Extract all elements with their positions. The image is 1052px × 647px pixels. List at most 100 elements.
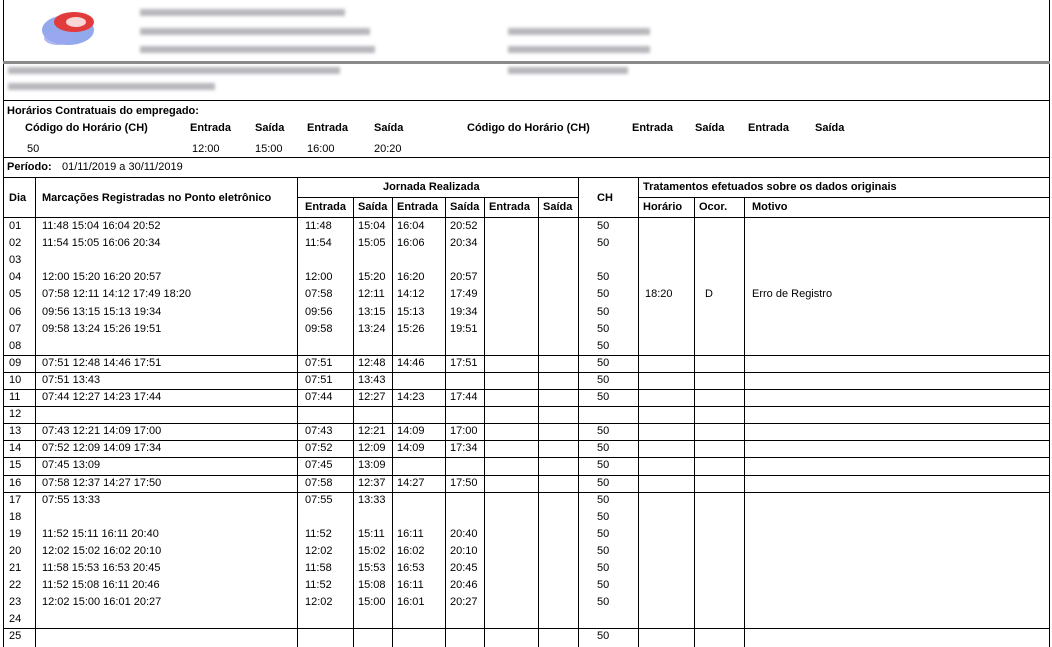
column-header: Entrada <box>489 201 530 213</box>
table-cell: 50 <box>597 544 610 557</box>
blurred-text <box>8 67 340 74</box>
table-cell: 20:45 <box>450 562 478 574</box>
table-cell: 09:58 13:24 15:26 19:51 <box>42 322 162 335</box>
blurred-text <box>8 83 215 90</box>
table-cell: 16:02 <box>397 544 425 557</box>
table-cell: 50 <box>597 493 610 506</box>
rule <box>3 0 4 647</box>
table-cell: 15:20 <box>358 271 386 284</box>
table-cell: 12:27 <box>358 391 386 403</box>
table-cell: 07:58 <box>305 288 333 301</box>
table-cell: 19:34 <box>450 305 478 318</box>
table-cell: 19:51 <box>450 322 478 335</box>
table-cell: 12:09 <box>358 442 386 455</box>
table-cell: 07:51 12:48 14:46 17:51 <box>42 356 162 369</box>
table-cell: 50 <box>597 305 610 318</box>
contract-value: 20:20 <box>374 143 402 155</box>
table-cell: 13:09 <box>358 459 386 472</box>
table-cell: 07:43 12:21 14:09 17:00 <box>42 425 162 438</box>
rule <box>578 177 579 647</box>
rule <box>638 197 1049 198</box>
rule <box>3 100 1050 101</box>
table-cell: 50 <box>597 425 610 438</box>
table-cell: 07:52 12:09 14:09 17:34 <box>42 442 162 455</box>
column-header: Código do Horário (CH) <box>467 122 590 134</box>
table-cell: D <box>705 288 713 301</box>
column-header: Entrada <box>397 201 438 213</box>
column-header: Saída <box>374 122 404 134</box>
table-cell: 15:05 <box>358 237 386 250</box>
column-header: Jornada Realizada <box>383 181 480 193</box>
day-cell: 23 <box>9 596 22 609</box>
rule <box>3 475 1050 476</box>
rule <box>694 197 695 647</box>
table-cell: 07:51 <box>305 373 333 386</box>
table-cell: 50 <box>597 562 610 574</box>
table-cell: 09:56 13:15 15:13 19:34 <box>42 305 162 318</box>
table-cell: 17:49 <box>450 288 478 301</box>
column-header: Entrada <box>307 122 348 134</box>
table-cell: 14:09 <box>397 442 425 455</box>
table-cell: 14:09 <box>397 425 425 438</box>
table-cell: 17:34 <box>450 442 478 455</box>
rule <box>3 389 1050 390</box>
contract-value: 50 <box>27 143 40 155</box>
day-cell: 25 <box>9 630 22 643</box>
table-cell: 16:04 <box>397 220 425 232</box>
day-cell: 04 <box>9 271 22 284</box>
blurred-text <box>508 67 628 74</box>
blurred-text <box>140 46 375 53</box>
table-cell: 17:00 <box>450 425 478 438</box>
rule <box>3 423 1050 424</box>
blurred-text <box>508 28 650 35</box>
rule <box>392 197 393 647</box>
column-header: Tratamentos efetuados sobre os dados ori… <box>643 181 897 193</box>
table-cell: 11:58 <box>305 562 332 574</box>
table-cell: 11:52 <box>305 527 332 540</box>
rule <box>3 355 1050 356</box>
day-cell: 14 <box>9 442 22 455</box>
day-cell: 08 <box>9 339 22 352</box>
column-header: Saída <box>815 122 845 134</box>
table-cell: 15:26 <box>397 322 425 335</box>
rule <box>484 197 485 647</box>
day-cell: 11 <box>9 391 21 403</box>
rule <box>445 197 446 647</box>
period-label: Período: <box>7 161 52 173</box>
table-cell: 20:46 <box>450 579 478 592</box>
column-header: Entrada <box>190 122 231 134</box>
table-cell: 15:04 <box>358 220 386 232</box>
table-cell: 12:02 15:02 16:02 20:10 <box>42 544 162 557</box>
table-cell: 07:44 12:27 14:23 17:44 <box>42 391 162 403</box>
column-header: Saída <box>543 201 573 213</box>
table-cell: 07:55 13:33 <box>42 493 101 506</box>
column-header: Entrada <box>632 122 673 134</box>
table-cell: 11:52 <box>305 579 332 592</box>
column-header: Ocor. <box>699 201 728 213</box>
day-cell: 15 <box>9 459 22 472</box>
table-cell: 07:58 12:37 14:27 17:50 <box>42 476 162 489</box>
column-header: Saída <box>358 201 388 213</box>
table-cell: 12:00 <box>305 271 333 284</box>
table-cell: 50 <box>597 476 610 489</box>
table-cell: 15:13 <box>397 305 425 318</box>
column-header: Saída <box>695 122 725 134</box>
table-cell: 50 <box>597 271 610 284</box>
table-cell: 16:11 <box>397 579 424 592</box>
table-cell: 15:08 <box>358 579 386 592</box>
table-cell: 11:58 15:53 16:53 20:45 <box>42 562 161 574</box>
table-cell: 07:51 13:43 <box>42 373 101 386</box>
column-header: Saída <box>450 201 480 213</box>
table-cell: 16:20 <box>397 271 425 284</box>
column-header: Horário <box>643 201 683 213</box>
table-cell: 50 <box>597 630 610 643</box>
table-cell: 20:27 <box>450 596 478 609</box>
rule <box>3 406 1050 407</box>
table-cell: 12:11 <box>358 288 385 301</box>
section-title: Horários Contratuais do empregado: <box>7 105 199 117</box>
blurred-text <box>140 28 370 35</box>
table-cell: 50 <box>597 579 610 592</box>
table-cell: 50 <box>597 391 610 403</box>
rule <box>3 177 1050 178</box>
